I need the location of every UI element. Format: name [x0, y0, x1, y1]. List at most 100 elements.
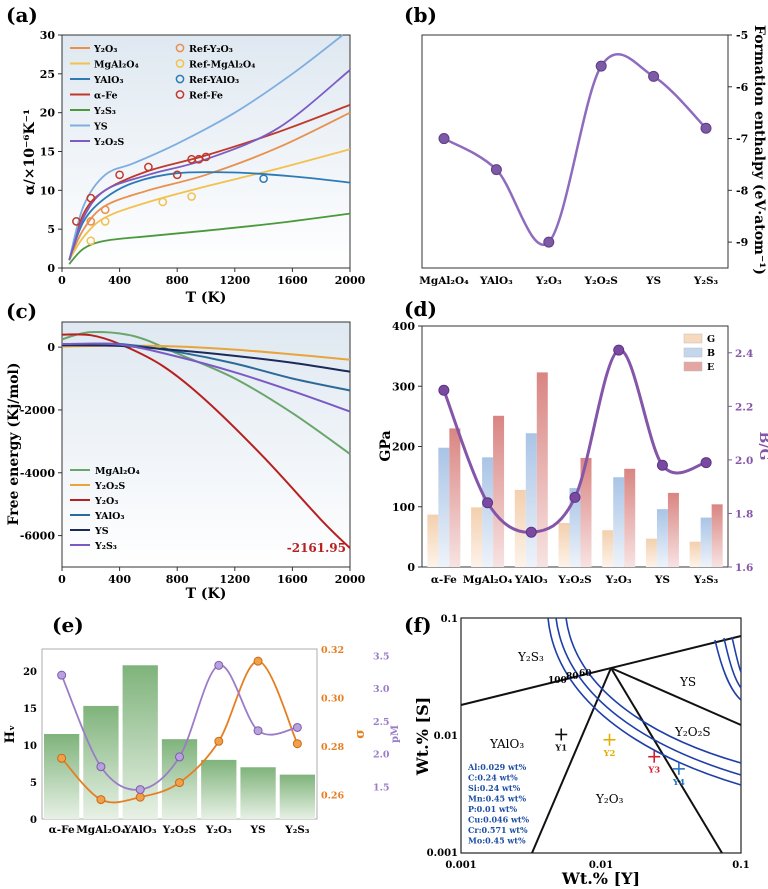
d-bar-E-1 — [493, 415, 505, 567]
contour-100 — [547, 617, 742, 786]
d-bar-B-2 — [525, 433, 537, 567]
f-composition-line-7: Mo:0.45 wt% — [468, 836, 526, 846]
b-ytick-label-4: -5 — [736, 29, 748, 42]
d-bg-point-4 — [613, 344, 625, 356]
panel-c-legend: MgAl₂O₄ Y₂O₂S Y₂O₃ YAlO₃ YS Y₂S₃ — [70, 466, 140, 552]
c-xtick-label-2: 800 — [166, 573, 189, 586]
a-ref-point-1-1 — [100, 217, 110, 226]
a-legend-label-6: Y₂O₂S — [93, 137, 124, 148]
b-point-1 — [490, 164, 502, 176]
b-xtick-label-5: Y₂S₃ — [693, 275, 719, 287]
d-bg-curve — [442, 348, 707, 534]
panel-e-ylabel3: pM — [390, 725, 401, 743]
boundary-ys-y2o2s — [610, 667, 742, 726]
e-hv-bar-0 — [44, 734, 80, 819]
c-xtick-label-0: 0 — [58, 573, 66, 586]
panel-a-reference-points — [72, 152, 268, 246]
a-ytick-label-1: 5 — [47, 223, 55, 236]
a-legend-label-1: MgAl₂O₄ — [94, 60, 139, 71]
a-ref-point-0-0 — [86, 217, 96, 226]
a-ref-point-0-1 — [100, 205, 110, 215]
d-y2tick-label-0: 1.6 — [735, 562, 753, 574]
d-ytick-label-3: 300 — [392, 380, 415, 393]
d-bg-point-3 — [569, 491, 581, 503]
a-ytick-label-3: 15 — [40, 146, 55, 159]
c-legend-label-2: Y₂O₃ — [94, 496, 118, 507]
e-sigma-point-5 — [253, 656, 263, 666]
c-xtick-label-3: 1200 — [219, 573, 250, 586]
e-pm-point-0 — [57, 670, 67, 680]
d-y2tick-label-2: 2.0 — [735, 455, 753, 467]
panel-e: (e) 0 5 10 15 20 0.26 0.28 0.30 0.32 1.5 2.0 2.5 3… — [3, 613, 401, 836]
a-legend-ref-label-1: Ref-MgAl₂O₄ — [189, 60, 255, 71]
panel-f-xtick-0: 0.001 — [445, 860, 476, 871]
e-xtick-label-5: YS — [250, 824, 266, 836]
e-hv-bar-4 — [201, 759, 237, 819]
d-ytick-label-2: 200 — [392, 441, 415, 454]
d-y2tick-label-4: 2.4 — [735, 348, 753, 360]
d-xtick-label-5: YS — [654, 574, 670, 586]
b-point-2 — [543, 236, 555, 248]
panel-b-plot-area — [421, 34, 729, 269]
d-ytick-label-4: 400 — [392, 320, 415, 333]
panel-c-label: (c) — [6, 299, 37, 323]
e-pm-point-3 — [175, 752, 184, 762]
e-sigma-point-2 — [135, 792, 145, 802]
e-sigma-point-0 — [57, 753, 67, 763]
d-bg-point-2 — [525, 526, 537, 538]
a-legend-label-3: α-Fe — [94, 91, 118, 102]
f-composition-line-6: Cr:0.571 wt% — [468, 825, 528, 835]
a-ref-point-1-0 — [86, 236, 96, 246]
region-ys: YS — [679, 675, 696, 689]
c-legend-label-0: MgAl₂O₄ — [95, 466, 140, 477]
d-bar-B-5 — [656, 509, 668, 567]
e-hv-bar-5 — [240, 767, 276, 819]
b-point-0 — [438, 133, 450, 145]
e-sigma-tick-0: 0.26 — [321, 791, 345, 802]
a-ref-point-1-2 — [158, 197, 168, 207]
e-pm-tick-0: 1.5 — [373, 782, 390, 793]
d-bar-G-2 — [514, 489, 526, 567]
panel-e-label: (e) — [52, 613, 84, 637]
a-ref-point-1-3 — [187, 192, 196, 201]
d-y2tick-label-3: 2.2 — [735, 401, 753, 413]
contour-60 — [565, 617, 742, 764]
a-series-line-0 — [68, 111, 351, 261]
panel-a-x-ticks: 0 400 800 1200 1600 2000 — [58, 268, 366, 287]
b-ytick-label-3: -6 — [736, 81, 749, 94]
c-series-line-4 — [61, 344, 351, 373]
a-series-line-5 — [68, 34, 344, 261]
d-legend-label-1: B — [707, 348, 715, 359]
a-ref-point-3-4 — [172, 170, 182, 180]
c-series-line-5 — [61, 342, 351, 413]
d-bar-G-3 — [558, 523, 570, 567]
c-series-line-2 — [61, 333, 351, 549]
c-xtick-label-1: 400 — [108, 573, 131, 586]
d-bar-B-6 — [700, 517, 712, 567]
d-bar-B-1 — [482, 457, 494, 567]
f-point-label-0: Y1 — [554, 743, 567, 753]
boundary-y2s3 — [460, 635, 742, 706]
c-legend-label-5: Y₂S₃ — [94, 541, 117, 552]
panel-f-xlabel: Wt.% [Y] — [561, 869, 640, 888]
f-composition-line-3: Mn:0.45 wt% — [468, 794, 526, 804]
panel-c-y-ticks: 0 -2000 -4000 -6000 — [20, 341, 62, 543]
a-legend-ref-label-0: Ref-Y₂O₃ — [189, 44, 233, 55]
c-legend-label-1: Y₂O₂S — [94, 481, 125, 492]
a-xtick-label-0: 0 — [58, 274, 66, 287]
e-pm-point-1 — [96, 762, 106, 772]
d-bg-point-6 — [700, 457, 712, 469]
panel-c-x-ticks: 0 400 800 1200 1600 2000 — [58, 567, 366, 586]
contour-ys-3 — [731, 636, 742, 673]
e-pm-tick-2: 2.5 — [373, 717, 390, 728]
f-point-label-1: Y2 — [602, 749, 615, 759]
a-ytick-label-4: 20 — [40, 107, 56, 120]
e-sigma-point-4 — [214, 736, 224, 746]
d-xtick-label-0: α-Fe — [431, 574, 457, 586]
a-ytick-label-5: 25 — [40, 68, 55, 81]
panel-a-series — [68, 34, 351, 265]
e-xtick-label-3: Y₂O₂S — [162, 824, 196, 836]
a-legend-ref-swatch-2 — [175, 74, 185, 84]
b-xtick-label-0: MgAl₂O₄ — [419, 275, 469, 287]
